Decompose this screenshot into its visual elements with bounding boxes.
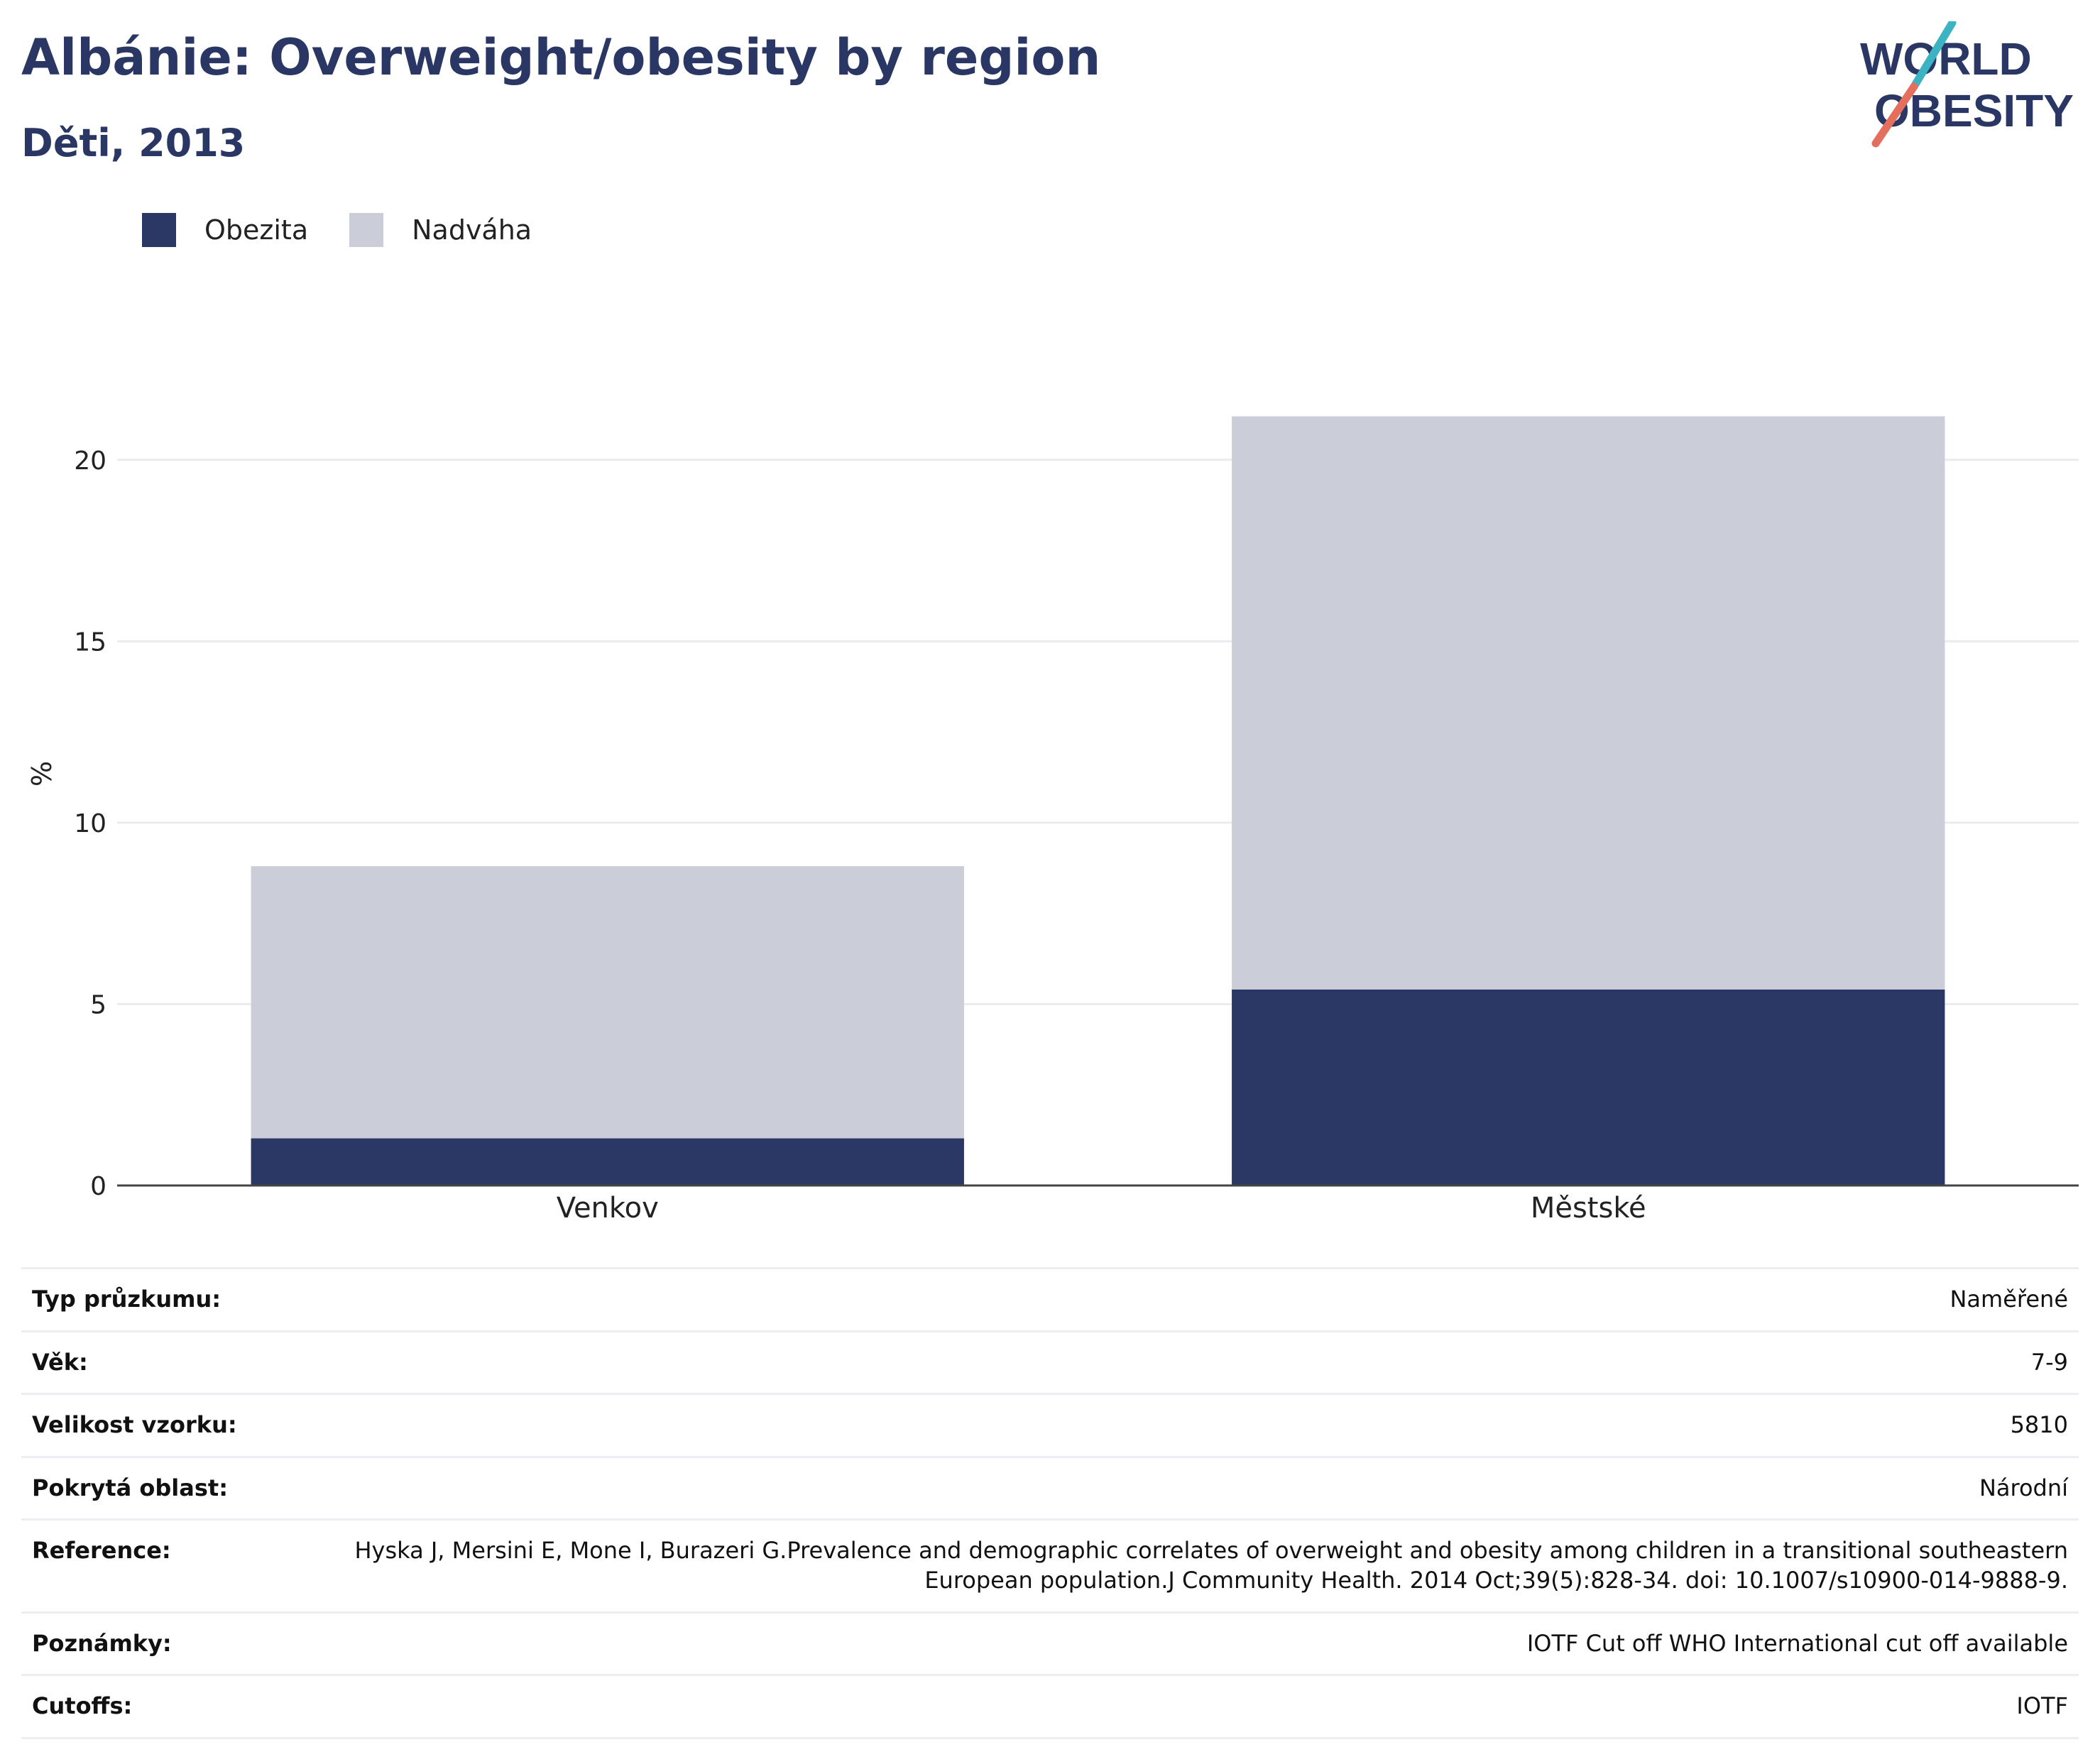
x-tick-label: Venkov: [557, 1192, 659, 1225]
meta-row: Reference: Hyska J, Mersini E, Mone I, Bu…: [21, 1518, 2079, 1613]
legend-swatch-obesity: [142, 213, 176, 247]
legend-label-obesity: Obezita: [204, 214, 309, 246]
meta-row: Věk: 7-9: [21, 1330, 2079, 1394]
world-obesity-logo: WORLD OBESITY: [1860, 21, 2074, 148]
meta-key: Věk:: [21, 1330, 327, 1394]
meta-key: Reference:: [21, 1518, 327, 1613]
y-tick-label: 5: [90, 990, 106, 1019]
meta-value: Hyska J, Mersini E, Mone I, Burazeri G.P…: [327, 1518, 2079, 1613]
meta-key: Typ průzkumu:: [21, 1267, 327, 1332]
bar-overweight-0[interactable]: [251, 866, 964, 1139]
meta-row: Pokrytá oblast: Národní: [21, 1455, 2079, 1520]
meta-row: Poznámky: IOTF Cut off WHO International …: [21, 1611, 2079, 1675]
meta-row: Velikost vzorku: 5810: [21, 1393, 2079, 1457]
legend-item-obesity[interactable]: Obezita: [142, 213, 308, 247]
meta-key: Poznámky:: [21, 1611, 327, 1675]
logo-slash-red: [1871, 82, 1918, 148]
meta-key: Cutoffs:: [21, 1674, 327, 1739]
logo-line-1: WORLD: [1860, 33, 2032, 84]
bar-overweight-1[interactable]: [1232, 416, 1945, 990]
meta-value: IOTF: [327, 1674, 2079, 1739]
y-tick-label: 20: [74, 447, 106, 476]
legend: Obezita Nadváha: [142, 209, 573, 251]
meta-value: 5810: [327, 1393, 2079, 1457]
logo-slash-teal: [1910, 21, 1957, 91]
meta-key: Velikost vzorku:: [21, 1393, 327, 1457]
y-axis-label: %: [26, 761, 58, 787]
chart-subtitle: Děti, 2013: [21, 121, 246, 165]
meta-row: Cutoffs: IOTF: [21, 1674, 2079, 1739]
y-tick-label: 15: [74, 628, 106, 657]
y-tick-label: 0: [90, 1172, 106, 1201]
legend-item-overweight[interactable]: Nadváha: [349, 213, 532, 247]
meta-value: Národní: [327, 1455, 2079, 1520]
meta-value: 7-9: [327, 1330, 2079, 1394]
meta-key: Pokrytá oblast:: [21, 1455, 327, 1520]
survey-details-table: Typ průzkumu: Naměřené Věk: 7-9 Velikost vzo…: [21, 1267, 2079, 1739]
bar-obesity-0[interactable]: [251, 1138, 964, 1185]
meta-row: Typ průzkumu: Naměřené: [21, 1267, 2079, 1332]
stacked-bar-chart: 0 5 10 15 20% Venkov Městské: [26, 416, 2079, 1225]
legend-swatch-overweight: [349, 213, 384, 247]
bar-obesity-1[interactable]: [1232, 990, 1945, 1185]
chart-title: Albánie: Overweight/obesity by region: [21, 28, 1101, 87]
legend-label-overweight: Nadváha: [412, 214, 532, 246]
y-tick-label: 10: [74, 809, 106, 838]
meta-value: Naměřené: [327, 1267, 2079, 1332]
x-tick-label: Městské: [1531, 1192, 1646, 1225]
meta-value: IOTF Cut off WHO International cut off a…: [327, 1611, 2079, 1675]
